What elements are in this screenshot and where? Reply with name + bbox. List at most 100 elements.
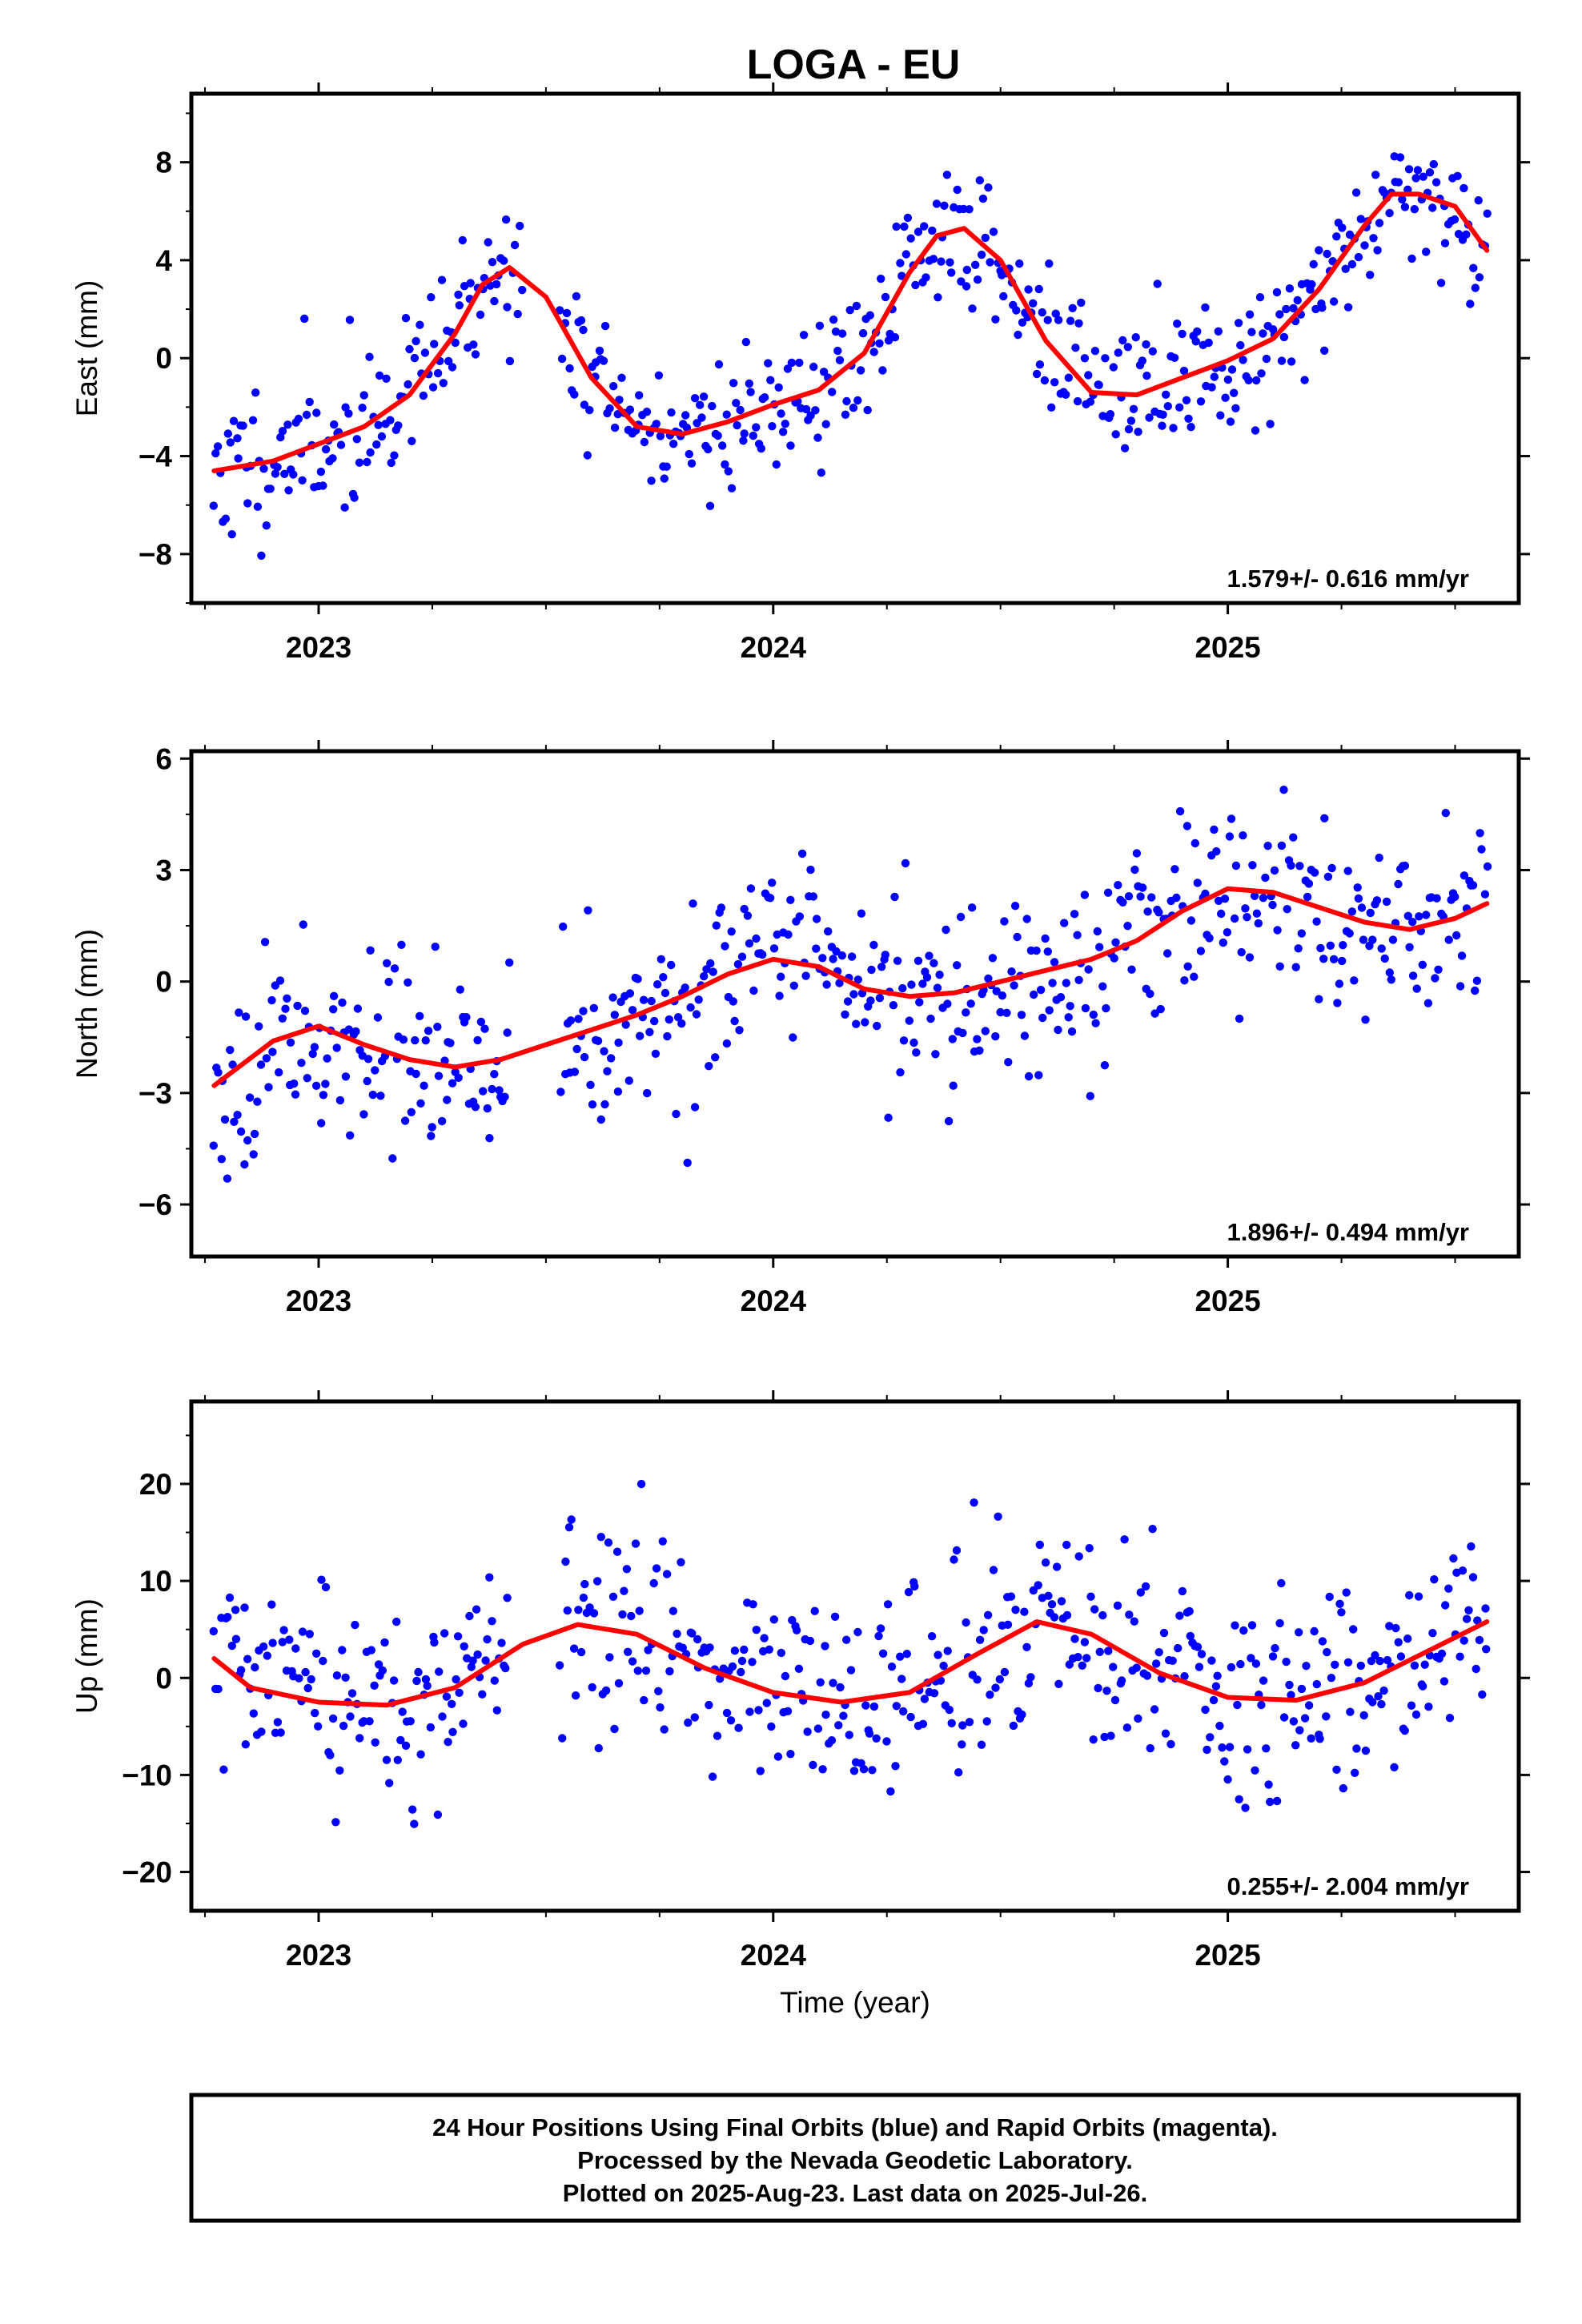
data-point (1095, 943, 1104, 951)
data-point (891, 1762, 900, 1771)
data-point (688, 1629, 697, 1638)
plot-frame (189, 749, 1521, 1259)
data-point (711, 1053, 720, 1062)
data-point (1103, 888, 1113, 897)
data-point (920, 1695, 930, 1703)
data-point (1379, 1686, 1388, 1695)
data-point (399, 1035, 408, 1044)
rate-label: 0.255+/- 2.004 mm/yr (1227, 1872, 1469, 1900)
data-point (283, 994, 291, 1003)
data-point (973, 1675, 982, 1684)
data-point (901, 250, 911, 259)
data-point (705, 501, 715, 510)
footer-box: 24 Hour Positions Using Final Orbits (bl… (189, 2093, 1521, 2223)
data-point (973, 1035, 982, 1043)
data-point (795, 912, 804, 921)
data-point (735, 1026, 744, 1035)
data-point (658, 1537, 667, 1546)
data-point (595, 346, 604, 356)
data-point (1329, 297, 1339, 306)
data-point (257, 1727, 266, 1736)
data-point (1132, 849, 1142, 858)
data-point (1483, 209, 1492, 218)
data-point (217, 1155, 226, 1164)
data-point (1482, 1645, 1491, 1654)
data-point (777, 972, 785, 981)
data-point (705, 1643, 714, 1652)
data-point (397, 940, 406, 950)
data-point (1293, 296, 1302, 305)
data-point (991, 315, 1000, 324)
data-point (624, 1076, 633, 1085)
y-tick-label: 3 (155, 854, 172, 887)
data-point (812, 944, 821, 953)
data-point (332, 1671, 342, 1680)
data-point (821, 1642, 829, 1651)
data-point (245, 1093, 255, 1102)
data-point (1193, 327, 1202, 336)
data-point (992, 987, 1001, 995)
data-point (565, 364, 574, 373)
data-point (656, 432, 665, 440)
data-point (1354, 894, 1363, 903)
data-point (1241, 1803, 1250, 1812)
data-point (321, 1582, 331, 1592)
data-point (748, 1658, 757, 1667)
data-point (757, 444, 765, 453)
data-point (454, 1073, 463, 1083)
data-point (365, 352, 374, 361)
data-point (1162, 390, 1170, 399)
data-point (1231, 1621, 1239, 1630)
data-point (1469, 263, 1478, 272)
data-point (1010, 902, 1020, 911)
data-point (1291, 1741, 1300, 1750)
data-point (1262, 354, 1271, 364)
data-point (298, 1627, 307, 1636)
data-point (1300, 376, 1309, 384)
data-point (1216, 411, 1225, 420)
data-point (382, 1755, 391, 1764)
data-point (483, 1634, 492, 1644)
data-point (430, 340, 439, 348)
data-point (758, 950, 767, 959)
data-point (569, 1644, 579, 1653)
data-point (555, 1661, 564, 1670)
data-point (900, 222, 909, 231)
data-point (737, 1667, 745, 1677)
data-point (1304, 1701, 1314, 1710)
data-point (1464, 1606, 1473, 1615)
x-tick-label: 2023 (286, 1939, 351, 1972)
data-point (832, 947, 841, 956)
data-point (1391, 1623, 1400, 1633)
data-point (235, 1008, 243, 1017)
data-point (291, 1090, 300, 1099)
data-point (1331, 1660, 1339, 1669)
data-point (481, 1656, 490, 1665)
data-point (300, 1007, 310, 1015)
data-point (1359, 935, 1368, 944)
data-point (1111, 430, 1120, 439)
y-tick-label: 0 (155, 1662, 172, 1695)
chart-title: LOGA - EU (747, 42, 961, 88)
data-point (995, 1675, 1005, 1684)
data-point (1152, 1659, 1161, 1668)
data-point (1323, 249, 1331, 259)
data-point (1371, 1651, 1379, 1660)
data-point (368, 1090, 377, 1100)
data-point (305, 1630, 314, 1638)
data-point (883, 1600, 893, 1609)
data-point (1366, 271, 1375, 279)
data-point (341, 1072, 351, 1081)
data-point (303, 1074, 311, 1083)
data-point (778, 428, 788, 436)
data-point (312, 1649, 321, 1658)
data-points (209, 786, 1492, 1183)
data-point (1343, 303, 1353, 312)
data-point (1339, 1783, 1348, 1793)
data-point (786, 441, 795, 450)
data-point (1106, 410, 1115, 419)
data-point (490, 296, 499, 306)
data-point (737, 1656, 747, 1666)
data-point (1175, 403, 1184, 412)
data-point (1032, 369, 1042, 379)
